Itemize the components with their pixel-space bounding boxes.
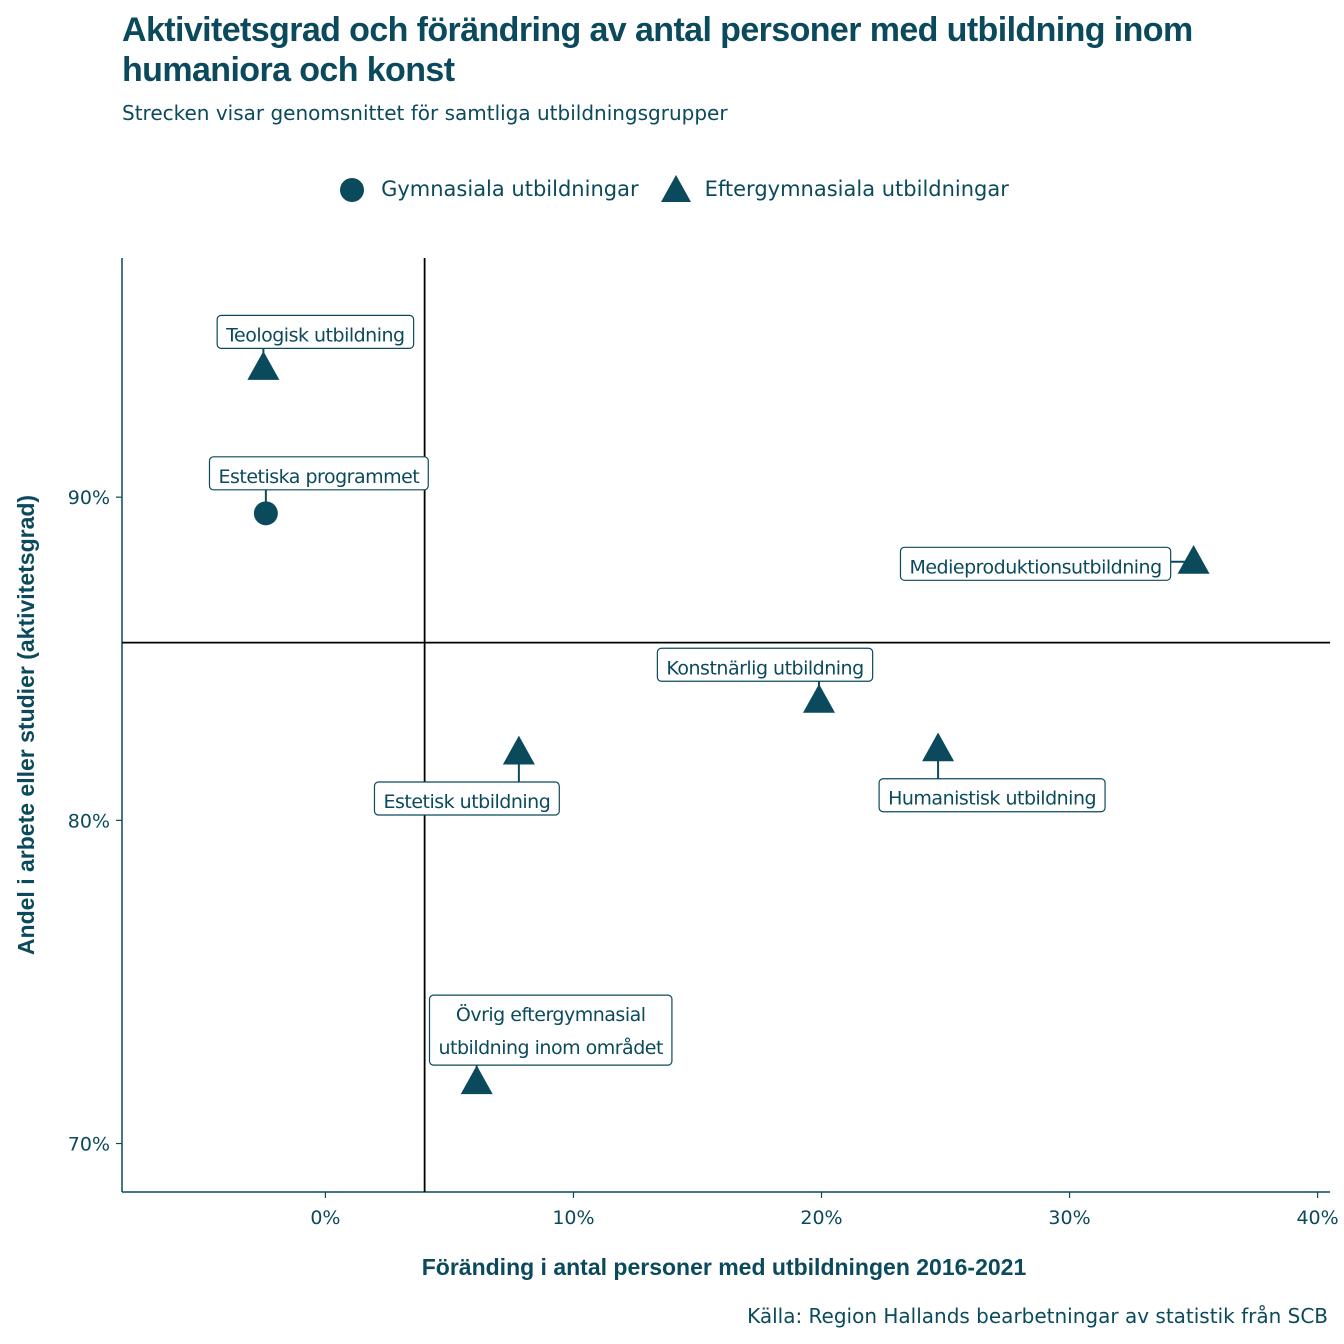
y-tick-label: 70% <box>68 1134 110 1156</box>
point-label: Medieproduktionsutbildning <box>899 546 1172 581</box>
point-label-text: Humanistisk utbildning <box>888 788 1096 810</box>
source-note: Källa: Region Hallands bearbetningar av … <box>747 1304 1328 1328</box>
legend-item-gymnasial: Gymnasiala utbildningar <box>335 172 639 206</box>
y-axis-title: Andel i arbete eller studier (aktivitets… <box>13 495 39 955</box>
point-label-text: Estetisk utbildning <box>383 791 550 813</box>
data-point-triangle <box>460 1065 493 1095</box>
point-label-text: Konstnärlig utbildning <box>666 657 863 679</box>
x-axis-title: Föränding i antal personer med utbildnin… <box>422 1254 1027 1280</box>
y-tick-label: 80% <box>68 810 110 832</box>
point-label: Konstnärlig utbildning <box>656 647 874 682</box>
legend-label-gymnasial: Gymnasiala utbildningar <box>381 177 639 201</box>
data-point-triangle <box>502 735 535 765</box>
reference-lines <box>122 258 1330 1192</box>
data-point-triangle <box>922 732 955 762</box>
point-label-text: Medieproduktionsutbildning <box>909 556 1161 578</box>
point-label: Övrig eftergymnasial utbildning inom områ… <box>428 994 673 1066</box>
circle-marker-icon <box>340 178 365 202</box>
point-label-box <box>656 647 874 682</box>
legend: Gymnasiala utbildningar Eftergymnasiala … <box>0 172 1344 206</box>
axes: 0% 10% 20% 30% 40% 70% 80% 90% <box>68 258 1339 1229</box>
triangle-marker-icon <box>660 175 691 202</box>
data-point-triangle <box>1177 544 1210 574</box>
point-label-box <box>428 994 673 1066</box>
point-label-box <box>208 456 429 491</box>
point-label: Estetisk utbildning <box>373 781 560 816</box>
point-label: Teologisk utbildning <box>216 314 415 349</box>
point-label: Estetiska programmet <box>208 456 429 491</box>
point-label-box <box>899 546 1172 581</box>
x-tick-label: 30% <box>1048 1207 1090 1229</box>
point-label-text: Teologisk utbildning <box>225 324 404 346</box>
legend-label-eftergymnasial: Eftergymnasiala utbildningar <box>704 177 1009 201</box>
data-point-circle <box>253 501 278 526</box>
legend-item-eftergymnasial: Eftergymnasiala utbildningar <box>659 172 1009 206</box>
point-label-box <box>373 781 560 816</box>
point-label-text: Övrig eftergymnasial <box>456 1003 646 1026</box>
point-labels: Teologisk utbildning Estetiska programmet… <box>208 314 1172 1066</box>
x-tick-label: 20% <box>800 1207 842 1229</box>
x-tick-label: 10% <box>552 1207 594 1229</box>
point-label-text: utbildning inom området <box>438 1036 662 1059</box>
data-point-triangle <box>247 351 280 380</box>
chart-subtitle: Strecken visar genomsnittet för samtliga… <box>122 101 728 125</box>
data-markers <box>247 351 1210 1095</box>
point-label-box <box>878 778 1106 813</box>
x-tick-label: 40% <box>1296 1207 1338 1229</box>
point-label: Humanistisk utbildning <box>878 778 1106 813</box>
x-tick-label: 0% <box>310 1207 340 1229</box>
point-label-text: Estetiska programmet <box>218 466 419 488</box>
data-point-triangle <box>803 683 836 713</box>
y-tick-label: 90% <box>68 487 110 509</box>
point-label-box <box>216 314 415 349</box>
chart-title: Aktivitetsgrad och förändring av antal p… <box>122 11 1193 89</box>
